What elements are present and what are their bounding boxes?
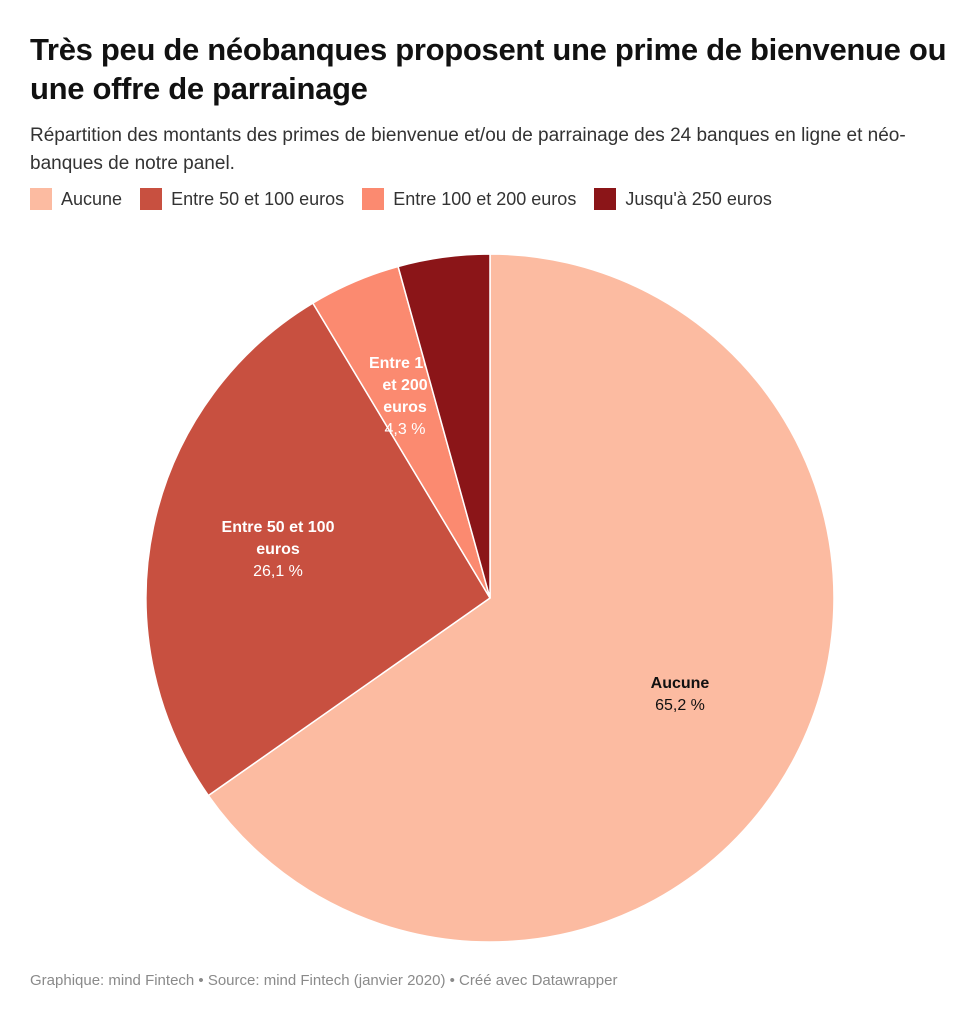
slice-label: Entre 50 et 100 bbox=[222, 519, 335, 536]
legend-swatch bbox=[362, 188, 385, 210]
pie-slice-3 bbox=[397, 253, 491, 599]
legend-swatch bbox=[30, 188, 52, 210]
legend-label: Jusqu'à 250 euros bbox=[625, 188, 772, 209]
legend: Aucune Entre 50 et 100 euros Entre 100 e… bbox=[30, 188, 790, 210]
pie-slice-1 bbox=[145, 302, 492, 797]
slice-value-label: 65,2 % bbox=[655, 697, 705, 714]
legend-item-250: Jusqu'à 250 euros bbox=[594, 188, 772, 210]
legend-label: Aucune bbox=[61, 188, 123, 209]
legend-swatch bbox=[140, 188, 163, 210]
legend-swatch bbox=[594, 188, 617, 210]
legend-label: Entre 100 et 200 euros bbox=[393, 188, 577, 209]
legend-item-100-200: Entre 100 et 200 euros bbox=[362, 188, 576, 210]
slice-value-label: 26,1 % bbox=[253, 563, 303, 580]
chart-subtitle: Répartition des montants des primes de b… bbox=[30, 125, 906, 174]
slice-label: et 200 bbox=[382, 377, 427, 394]
slice-value-label: 4,3 % bbox=[385, 421, 426, 438]
chart-footer: Graphique: mind Fintech • Source: mind F… bbox=[30, 972, 618, 989]
slice-label: Aucune bbox=[651, 675, 710, 692]
pie-chart-area: Aucune 65,2 % Entre 50 et 100 euros 26,1 % En… bbox=[0, 230, 980, 970]
legend-label: Entre 50 et 100 euros bbox=[171, 188, 345, 209]
legend-item-aucune: Aucune bbox=[30, 188, 122, 210]
slice-label: euros bbox=[383, 399, 427, 416]
pie-slice-0 bbox=[207, 253, 835, 943]
chart-title: Très peu de néobanques proposent une pri… bbox=[30, 32, 947, 106]
slice-label: euros bbox=[256, 541, 300, 558]
legend-item-50-100: Entre 50 et 100 euros bbox=[140, 188, 344, 210]
